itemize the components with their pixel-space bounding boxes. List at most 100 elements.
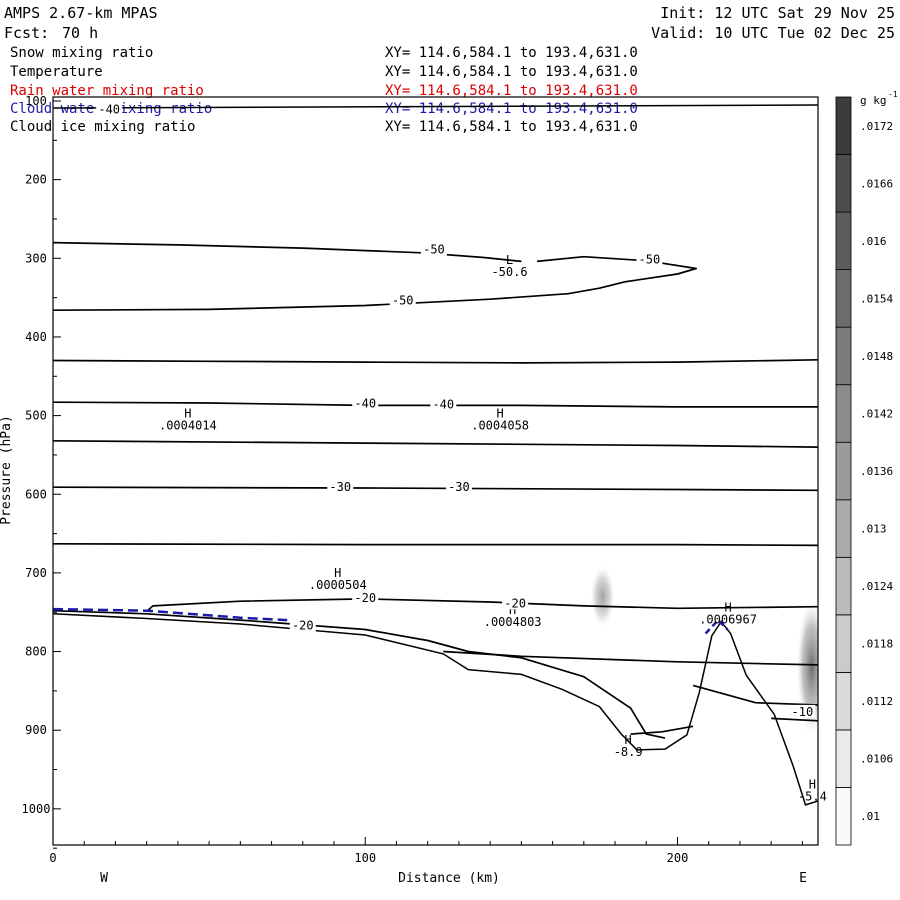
fcst-value: 70 h [62,24,98,42]
y-tick-label-6: 700 [25,566,47,580]
y-tick-label-4: 500 [25,409,47,423]
colorbar-segment-6 [835,441,852,501]
contour-label-7: -30 [448,480,470,494]
colorbar-tick-label-10: .016 [860,235,887,248]
extremum-mark-0: H [184,406,191,420]
field-range-cloud-ice: XY= 114.6,584.1 to 193.4,631.0 [385,119,638,135]
colorbar-segment-8 [835,326,852,386]
colorbar-segment-0 [835,787,852,846]
field-name-rain: Rain water mixing ratio [10,83,204,99]
field-name-cloud-ice: Cloud ice mixing ratio [10,119,195,135]
colorbar-tick-label-12: .0172 [860,120,893,133]
x-tick-label-1: 100 [354,851,376,865]
temperature-contours [53,104,818,806]
field-list: Snow mixing ratio XY= 114.6,584.1 to 193… [10,45,638,135]
axes: 100 200 300 400 500 600 700 800 900 1000 0 100 200 [22,94,803,865]
contour-label-bg-3 [389,293,416,307]
temperature-contour-2 [53,358,818,364]
colorbar: .01 .0106 .0112 .0118 .0124 .013 .0136 .0142 .01… [835,96,893,846]
top-contour-line [53,104,818,109]
colorbar-segment-9 [835,269,852,328]
colorbar-segment-11 [835,154,852,213]
x-tick-label-2: 200 [667,851,689,865]
extremum-mark-5: L [506,253,513,267]
terrain-line [53,613,818,806]
y-tick-label-0: 100 [25,94,47,108]
colorbar-segment-7 [835,384,852,443]
contour-label-bg-1 [420,242,447,256]
colorbar-segment-1 [835,729,852,788]
extremum-value-2: .0000504 [309,578,367,592]
extremum-mark-3: H [509,603,516,617]
colorbar-tick-label-11: .0166 [860,177,893,190]
extremum-value-5: -50.6 [491,265,527,279]
contour-label-10: -20 [292,618,314,632]
contour-label-11: -10 [792,705,814,719]
colorbar-segment-12 [835,96,852,155]
title: AMPS 2.67-km MPAS [4,4,158,22]
x-tick-label-0: 0 [49,851,56,865]
contour-label-bg-2 [636,252,663,266]
extremum-value-3: .0004803 [484,615,542,629]
y-tick-label-2: 300 [25,251,47,265]
temperature-contour-0 [53,241,522,263]
init-time: Init: 12 UTC Sat 29 Nov 25 [660,4,895,22]
west-label: W [100,871,108,886]
shaded-region-0 [590,565,616,628]
extremum-mark-1: H [497,406,504,420]
contour-label-bg-11 [789,704,816,718]
contour-label-4: -40 [354,397,376,411]
contour-label-bg-7 [445,479,472,493]
field-range-rain: XY= 114.6,584.1 to 193.4,631.0 [385,83,638,99]
contour-label-1: -50 [423,242,445,256]
contour-label-bg-5 [430,397,457,411]
temperature-contour-5 [53,486,818,492]
contour-label-0: -40 [98,102,120,116]
contour-label-5: -40 [432,397,454,411]
contour-labels: -40 -50 -50 -50 -40 -40 -30 -30 -20 -20 -20 -10 [96,102,816,719]
east-label: E [799,871,807,886]
shaded-region-1 [796,596,818,739]
colorbar-tick-label-6: .0136 [860,465,893,478]
colorbar-tick-label-2: .0112 [860,695,893,708]
colorbar-segment-2 [835,671,852,731]
contour-label-bg-0 [96,102,123,116]
extremum-value-6: -8.9 [614,745,643,759]
y-tick-label-5: 600 [25,487,47,501]
y-axis-label: Pressure (hPa) [0,415,14,525]
temperature-contour-10 [692,684,818,706]
shaded-mixing-ratio [590,565,818,739]
contour-label-2: -50 [639,253,661,267]
colorbar-tick-label-9: .0154 [860,292,893,305]
field-name-temperature: Temperature [10,64,103,80]
extremum-mark-4: H [724,601,731,615]
cloud-water-contour [53,607,288,622]
extremum-value-4: .0006967 [699,613,757,627]
contour-label-bg-4 [352,396,379,410]
temperature-contour-1 [53,255,698,312]
extremum-mark-6: H [625,733,632,747]
y-tick-label-3: 400 [25,330,47,344]
temperature-contour-7 [146,598,818,613]
colorbar-tick-label-5: .013 [860,523,887,536]
colorbar-tick-label-7: .0142 [860,407,893,420]
x-axis-label: Distance (km) [398,871,500,886]
field-range-temperature: XY= 114.6,584.1 to 193.4,631.0 [385,64,638,80]
temperature-contour-9 [443,650,818,666]
colorbar-segment-10 [835,211,852,271]
y-tick-label-1: 200 [25,173,47,187]
y-tick-label-9: 1000 [22,802,51,816]
extremum-value-7: -5.4 [798,790,827,804]
colorbar-tick-label-8: .0148 [860,350,893,363]
contour-label-bg-10 [289,618,316,632]
fcst-label: Fcst: [4,24,49,42]
plot-frame [52,96,819,846]
y-tick-label-7: 800 [25,645,47,659]
contour-label-8: -20 [354,591,376,605]
contour-label-3: -50 [392,294,414,308]
valid-time: Valid: 10 UTC Tue 02 Dec 25 [651,24,895,42]
field-name-snow: Snow mixing ratio [10,45,153,61]
colorbar-segment-3 [835,614,852,673]
colorbar-tick-label-4: .0124 [860,580,893,593]
